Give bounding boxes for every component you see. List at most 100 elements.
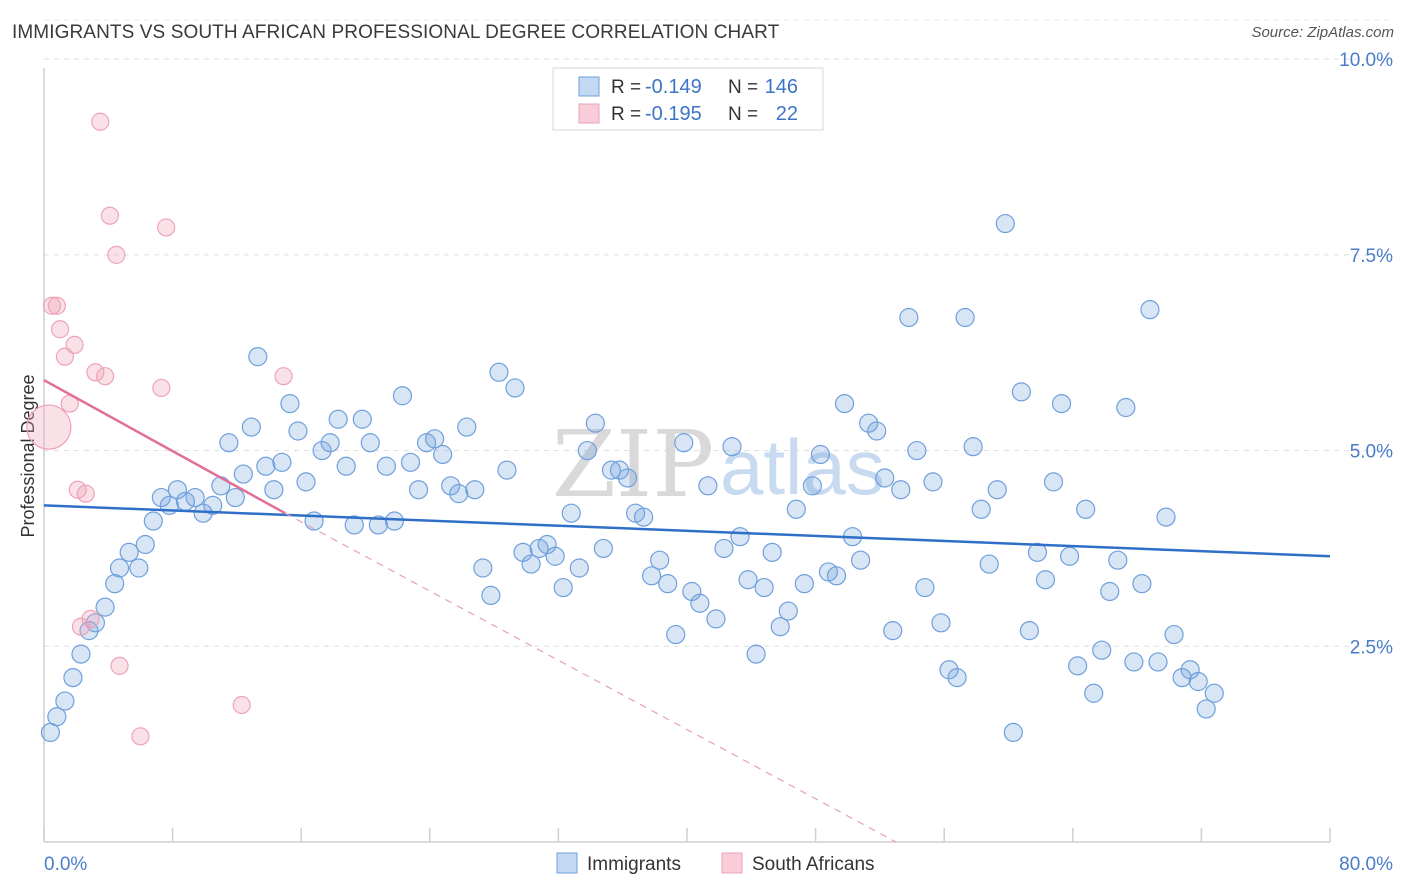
series-legend: Immigrants South Africans [556,852,875,875]
immigrants-point [47,707,67,727]
immigrants-point [185,487,205,508]
immigrants-point [875,468,895,488]
immigrants-point [425,429,445,449]
immigrants-point [119,542,139,562]
y-tick-label: 10.0% [1339,50,1393,71]
south-africans-point [274,367,293,386]
immigrants-point [859,413,879,433]
immigrants-point [481,585,501,606]
immigrants-point [1035,570,1056,590]
x-tick-label-max: 80.0% [1339,854,1393,875]
immigrants-point [585,413,605,433]
y-axis-title: Professional Degree [18,374,38,537]
immigrants-point [264,480,284,500]
gridlines [44,19,1392,647]
immigrants-point [1108,550,1128,570]
immigrants-point [95,597,115,617]
immigrants-point [1156,507,1176,527]
south-africans-trend-line [43,379,286,515]
immigrants-point [802,476,822,496]
immigrants-point [834,394,855,414]
immigrants-point [312,440,332,461]
legend-n-value-south-africans: 22 [776,103,798,125]
immigrants-point [810,444,831,465]
immigrants-point [129,558,149,578]
immigrants-point [1043,472,1064,492]
immigrants-point [1019,621,1039,641]
immigrants-point [883,621,903,641]
immigrants-point [851,550,871,570]
immigrants-point [288,421,308,441]
immigrants-point [577,440,597,461]
immigrants-point [553,577,573,598]
south-africans-point [47,296,66,315]
immigrants-point [241,417,261,437]
immigrants-point [778,601,798,621]
south-africans-point [110,656,129,675]
legend-r-value-immigrants: -0.149 [645,76,702,98]
immigrants-point [698,476,718,496]
immigrants-point [730,527,750,547]
immigrants-point [658,574,678,594]
legend-r-value-south-africans: -0.195 [645,103,702,125]
immigrants-point [71,644,91,664]
immigrants-point [272,452,292,472]
x-ticks [43,828,1331,842]
immigrants-point [947,667,967,688]
series-legend-label-south-africans: South Africans [752,854,875,875]
immigrants-point [1076,499,1096,519]
legend-r-label-immigrants: R = [611,77,641,98]
immigrants-point [376,456,396,476]
immigrants-point [1003,722,1023,743]
immigrants-point [203,495,223,515]
chart-title: IMMIGRANTS VS SOUTH AFRICAN PROFESSIONAL… [12,22,780,43]
south-africans-trend-extension [284,512,897,843]
immigrants-point [408,480,429,500]
legend-n-value-immigrants: 146 [765,76,798,98]
immigrants-point [633,507,654,527]
south-africans-point [95,367,115,386]
immigrants-point [1092,640,1112,660]
series-legend-label-immigrants: Immigrants [587,854,681,875]
south-africans-point [26,404,72,450]
y-tick-label: 2.5% [1350,637,1393,658]
immigrants-point [105,574,125,594]
immigrants-point [1196,699,1216,719]
immigrants-point [1124,652,1144,672]
immigrants-point [1140,300,1160,320]
immigrants-point [1148,652,1168,672]
immigrants-point [915,577,935,598]
immigrants-point [722,437,742,457]
immigrants-point [400,452,421,472]
south-africans-points [26,112,293,746]
immigrants-point [497,460,517,480]
immigrants-point [963,437,983,457]
legend-n-label-immigrants: N = [728,77,758,98]
immigrants-point [650,550,670,570]
immigrants-point [457,417,477,437]
immigrants-point [1027,542,1048,562]
immigrants-point [219,433,239,453]
x-tick-label-min: 0.0% [44,854,87,875]
immigrants-point [352,409,372,429]
south-africans-point [42,296,62,315]
immigrants-point [674,433,694,453]
immigrants-point [433,444,453,465]
immigrants-point [706,609,726,629]
immigrants-point [923,472,943,492]
immigrants-point [1188,671,1208,692]
immigrants-point [1068,656,1088,676]
immigrants-point [867,421,887,441]
immigrants-point [143,511,163,531]
legend-swatch-immigrants [578,76,600,97]
south-africans-point [232,695,251,715]
south-africans-point [55,347,74,366]
immigrants-point [1132,574,1152,594]
series-legend-swatch-south-africans [721,852,743,874]
y-tick-labels: 2.5% 5.0% 7.5% 10.0% [1339,50,1393,658]
immigrants-point [899,307,919,328]
immigrants-point [561,503,581,523]
immigrants-point [1116,397,1136,418]
source-label: Source: ZipAtlas.com [1251,24,1394,41]
immigrants-point [907,440,927,461]
